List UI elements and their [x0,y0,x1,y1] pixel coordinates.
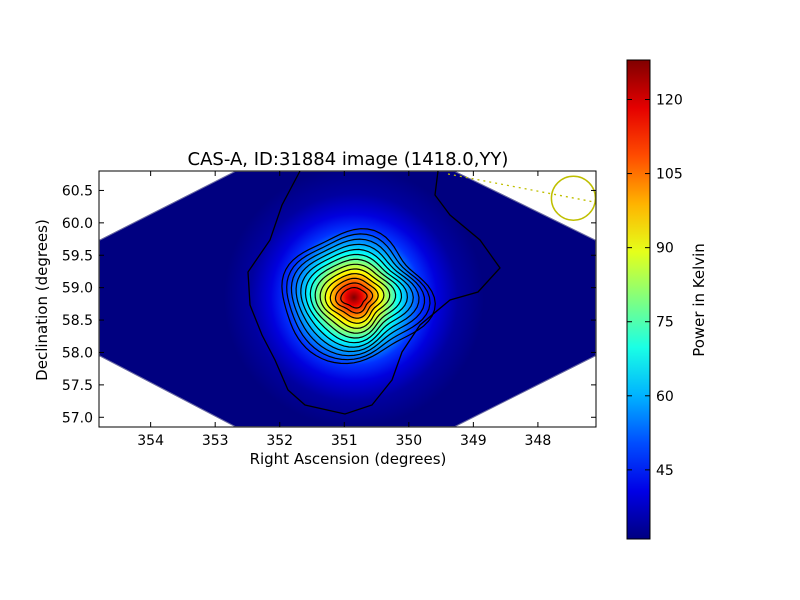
x-axis-ticks: 354 353 352 351 350 349 348 [137,171,551,449]
contour-line [334,282,374,314]
colorbar-tick-label: 45 [656,463,674,479]
colorbar-tick-label: 60 [656,389,674,405]
x-tick-label: 348 [525,433,552,449]
contour-line [281,228,436,365]
y-tick-label: 60.0 [62,216,93,232]
x-tick-label: 354 [137,433,164,449]
beam-circle [550,175,597,221]
y-tick-label: 57.0 [62,410,93,426]
beam-marker [447,173,597,221]
y-axis-label: Declination (degrees) [33,219,51,381]
contour-line [295,243,420,353]
colorbar-ticks: 45 60 75 90 105 120 [627,93,683,479]
plot-area [98,170,597,428]
contour-line [300,248,414,348]
colorbar-frame [626,59,651,540]
y-tick-label: 58.5 [62,313,93,329]
x-axis-label: Right Ascension (degrees) [250,450,447,468]
beam-pointer [447,173,596,203]
y-tick-label: 57.5 [62,378,93,394]
contour-line [309,258,403,339]
y-axis-ticks: 57.0 57.5 58.0 58.5 59.0 59.5 60.0 60.5 [62,183,596,426]
x-tick-label: 349 [460,433,487,449]
colorbar-tick-label: 120 [656,93,683,109]
colorbar: 45 60 75 90 105 120 [626,59,683,540]
contour-lines [247,170,501,415]
contour-line [290,238,426,357]
chart-title: CAS-A, ID:31884 image (1418.0,YY) [188,149,509,170]
colorbar-gradient [627,60,650,539]
contour-line [340,287,368,309]
source-emission [203,171,504,427]
contour-line [329,277,379,319]
y-tick-label: 59.0 [62,281,93,297]
x-tick-label: 351 [331,433,358,449]
y-tick-label: 60.5 [62,183,93,199]
x-tick-label: 352 [266,433,293,449]
x-tick-label: 353 [202,433,229,449]
heatmap-field [99,171,596,427]
colorbar-label: Power in Kelvin [690,243,708,357]
contour-line [304,253,409,344]
colorbar-tick-label: 105 [656,167,683,183]
contour-line [314,263,397,334]
contour-line [319,268,391,329]
contour-line-outer [247,170,501,415]
contour-line [324,273,385,324]
y-tick-label: 58.0 [62,345,93,361]
colorbar-tick-label: 90 [656,241,674,257]
plot-frame [98,170,597,428]
x-tick-label: 350 [395,433,422,449]
contour-line [286,233,431,361]
coverage-edge [99,171,596,427]
colorbar-tick-label: 75 [656,315,674,331]
y-tick-label: 59.5 [62,248,93,264]
